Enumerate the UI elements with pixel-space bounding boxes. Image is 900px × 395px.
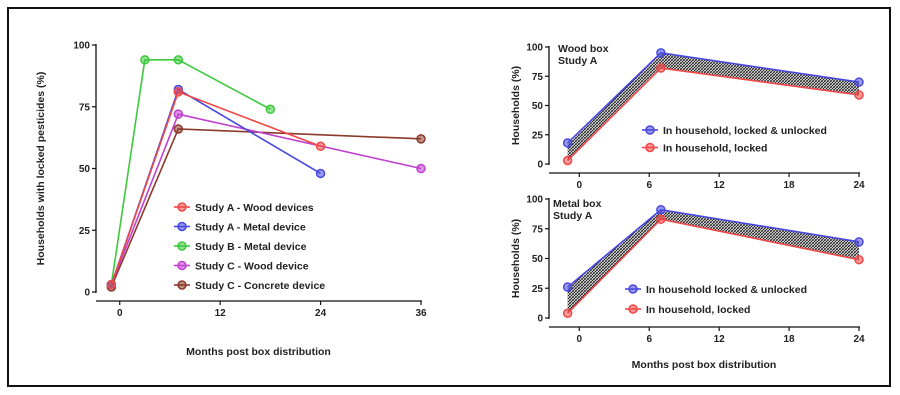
x-tick-label-1-3: 18 [784, 180, 796, 191]
panel-title-1-0: Wood box [558, 43, 609, 55]
x-tick-label-2-2: 12 [714, 334, 726, 345]
point-1-1-2 [854, 90, 864, 100]
y-axis-label-1: Households (%) [510, 66, 522, 145]
legend-label-1-0: In household, locked & unlocked [663, 125, 827, 137]
legend-label-2-0: In household locked & unlocked [646, 284, 807, 296]
legend-marker-1-0 [645, 125, 655, 135]
x-tick-label-2-0: 0 [577, 334, 583, 345]
legend-label-1-1: In household, locked [663, 143, 767, 155]
panel-title-1-1: Study A [558, 55, 598, 67]
y-tick-label-1-0: 0 [537, 160, 543, 171]
series-line-0-3 [110, 113, 422, 285]
panel-title-2-1: Study A [553, 210, 593, 222]
point-2-1-0 [562, 308, 573, 318]
point-0-0-2 [315, 141, 326, 152]
x-tick-label-2-4: 24 [853, 334, 865, 345]
legend-label-0-1: Study A - Metal device [195, 222, 306, 234]
x-tick-label-1-4: 24 [853, 180, 865, 191]
legend-marker-0-4 [177, 280, 187, 290]
y-axis-label-2: Households (%) [510, 219, 522, 298]
legend-label-0-2: Study B - Metal device [195, 241, 307, 253]
point-1-0-2 [854, 77, 864, 87]
x-axis-label-0: Months post box distribution [186, 346, 331, 358]
legend-marker-0-1 [177, 221, 187, 232]
legend-label-2-1: In household, locked [646, 304, 750, 316]
panel-title-2-0: Metal box [553, 198, 602, 210]
y-tick-label-1-3: 75 [532, 72, 544, 83]
point-0-0-1 [173, 87, 184, 97]
y-tick-label-2-4: 100 [526, 195, 543, 206]
legend-label-0-4: Study C - Concrete device [195, 280, 325, 292]
point-2-0-0 [562, 282, 573, 292]
series-line-0-2 [110, 59, 271, 285]
y-tick-label-0-0: 0 [84, 288, 90, 299]
legend-marker-0-2 [177, 241, 187, 251]
legend-label-0-0: Study A - Wood devices [195, 202, 314, 214]
legend-marker-0-3 [177, 260, 187, 271]
point-0-2-1 [140, 55, 150, 65]
y-tick-label-1-1: 25 [532, 130, 544, 141]
point-2-0-2 [854, 237, 864, 247]
point-2-0-1 [656, 204, 666, 215]
point-1-0-1 [656, 48, 666, 58]
y-tick-label-2-1: 25 [532, 284, 544, 295]
y-tick-label-0-1: 25 [79, 226, 91, 237]
point-1-1-0 [562, 155, 573, 166]
y-tick-label-1-2: 50 [532, 101, 544, 112]
point-0-4-2 [416, 134, 426, 144]
point-0-4-1 [173, 124, 184, 134]
legend-marker-0-0 [177, 202, 187, 212]
series-line-0-1 [110, 88, 321, 285]
point-0-3-2 [416, 163, 426, 174]
y-axis-label-0: Households with locked pesticides (%) [35, 72, 47, 266]
point-2-1-2 [854, 254, 864, 265]
legend-marker-2-1 [628, 304, 638, 314]
x-tick-label-0-0: 0 [117, 308, 123, 319]
series-line-0-0 [110, 90, 321, 285]
x-tick-label-0-2: 24 [315, 308, 327, 319]
point-0-3-1 [173, 109, 184, 119]
hatched-band-1 [567, 52, 859, 161]
point-1-1-1 [656, 63, 666, 73]
x-tick-label-1-1: 6 [646, 180, 652, 191]
x-tick-label-1-2: 12 [714, 180, 726, 191]
x-tick-label-2-1: 6 [646, 334, 652, 345]
x-tick-label-0-1: 12 [215, 308, 227, 319]
hatched-band-2 [567, 209, 859, 314]
point-1-0-0 [562, 138, 573, 148]
x-tick-label-1-0: 0 [577, 180, 583, 191]
point-0-1-2 [315, 168, 326, 179]
point-0-0-0 [106, 279, 117, 290]
legend-marker-1-1 [645, 142, 655, 153]
y-tick-label-1-4: 100 [526, 43, 543, 54]
y-tick-label-0-3: 75 [79, 102, 91, 113]
x-tick-label-0-3: 36 [415, 308, 427, 319]
x-tick-label-2-3: 18 [784, 334, 796, 345]
legend-marker-2-0 [628, 284, 638, 294]
point-2-1-1 [656, 214, 666, 224]
x-axis-label-2: Months post box distribution [632, 359, 777, 371]
y-tick-label-0-2: 50 [79, 164, 91, 175]
y-tick-label-0-4: 100 [73, 41, 90, 52]
y-tick-label-2-2: 50 [532, 254, 544, 265]
y-tick-label-2-0: 0 [537, 314, 543, 325]
point-0-2-2 [173, 55, 184, 65]
legend-label-0-3: Study C - Wood device [195, 261, 309, 273]
point-0-2-3 [265, 104, 276, 114]
y-tick-label-2-3: 75 [532, 224, 544, 235]
